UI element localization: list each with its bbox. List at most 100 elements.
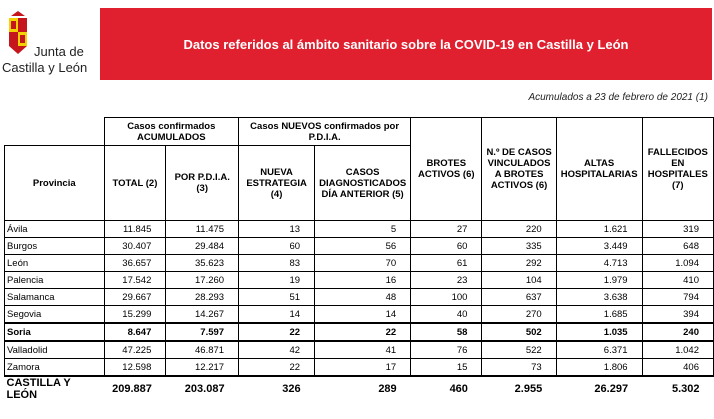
table-cell: Salamanca: [4, 288, 105, 306]
table-cell: 1.094: [641, 254, 714, 272]
table-cell: 637: [481, 288, 557, 306]
column-header: NUEVA ESTRATEGIA (4): [238, 145, 316, 221]
table-cell: Zamora: [4, 358, 105, 377]
table-cell: 29.667: [103, 288, 167, 306]
table-cell: 30.407: [103, 237, 167, 255]
table-cell: 61: [410, 254, 483, 272]
table-row: Zamora 12.598 12.217 22 17 15 73 1.806 406: [4, 358, 714, 377]
table-cell: 70: [314, 254, 412, 272]
table-row: Valladolid 47.225 46.871 42 41 76 522 6.371 1.04…: [4, 340, 714, 359]
table-cell: 4.713: [555, 254, 643, 272]
table-cell: 648: [641, 237, 714, 255]
table-cell: Ávila: [4, 220, 105, 238]
table-cell: 35.623: [165, 254, 240, 272]
table-row: Burgos 30.407 29.484 60 56 60 335 3.449 648: [4, 237, 714, 255]
table-cell: 319: [641, 220, 714, 238]
table-cell: 14: [314, 305, 412, 324]
table-cell: 1.685: [555, 305, 643, 324]
table-cell: Soria: [4, 322, 105, 342]
table-cell: 47.225: [103, 340, 167, 359]
table-row: Salamanca 29.667 28.293 51 48 100 637 3.638 794: [4, 288, 714, 306]
table-cell: 17.542: [103, 271, 167, 289]
table-cell: 12.217: [165, 358, 240, 377]
column-header: BROTES ACTIVOS (6): [410, 117, 483, 221]
table-cell: 12.598: [103, 358, 167, 377]
table-cell: 22: [314, 322, 412, 342]
table-cell: Burgos: [4, 237, 105, 255]
table-cell: 502: [481, 322, 557, 342]
total-cell: 326: [238, 375, 315, 401]
table-cell: 29.484: [165, 237, 240, 255]
table-cell: 3.449: [555, 237, 643, 255]
table-cell: 11.845: [103, 220, 167, 238]
table-cell: 104: [481, 271, 557, 289]
total-cell: 2.955: [481, 375, 557, 401]
table-row: Palencia 17.542 17.260 19 16 23 104 1.979 410: [4, 271, 714, 289]
group-header: Casos NUEVOS confirmados por P.D.I.A.: [238, 117, 412, 146]
header-row: Casos confirmados ACUMULADOS Casos NUEVOS…: [5, 117, 714, 221]
table-cell: 40: [410, 305, 483, 324]
table-cell: 8.647: [103, 322, 167, 342]
table-cell: 410: [641, 271, 714, 289]
table-cell: 15: [410, 358, 483, 377]
table-cell: 522: [481, 340, 557, 359]
table-cell: 28.293: [165, 288, 240, 306]
total-row: CASTILLA Y LEÓN 209.887 203.087 326 289 460 2.…: [4, 375, 714, 401]
table-cell: 42: [238, 340, 316, 359]
total-cell: 289: [314, 375, 411, 401]
column-header: ALTAS HOSPITALARIAS: [555, 117, 643, 221]
table-cell: 5: [314, 220, 412, 238]
table-cell: 240: [641, 322, 714, 342]
table-cell: León: [4, 254, 105, 272]
table-cell: 14.267: [165, 305, 240, 324]
table-row: Segovia 15.299 14.267 14 14 40 270 1.685 394: [4, 305, 714, 324]
table-cell: 11.475: [165, 220, 240, 238]
table-cell: Palencia: [4, 271, 105, 289]
column-header: FALLECIDOS EN HOSPITALES (7): [641, 117, 714, 221]
table-cell: 406: [641, 358, 714, 377]
logo: Junta de Castilla y León: [2, 10, 94, 80]
table-cell: 58: [410, 322, 483, 342]
logo-text: Castilla y León: [2, 60, 88, 75]
header-row: Provincia TOTAL (2) POR P.D.I.A. (3) NUEVA …: [4, 145, 714, 221]
table-cell: 23: [410, 271, 483, 289]
table-cell: 100: [410, 288, 483, 306]
header-banner: Datos referidos al ámbito sanitario sobr…: [100, 8, 712, 80]
table-cell: 22: [238, 358, 316, 377]
table-cell: 15.299: [103, 305, 167, 324]
data-table: Casos confirmados ACUMULADOS Casos NUEVOS…: [4, 117, 714, 401]
table-cell: 1.806: [555, 358, 643, 377]
total-cell: 26.297: [556, 375, 643, 401]
table-cell: 3.638: [555, 288, 643, 306]
table-cell: 41: [314, 340, 412, 359]
group-header: Casos confirmados ACUMULADOS: [103, 117, 240, 146]
table-cell: 27: [410, 220, 483, 238]
table-cell: 22: [238, 322, 316, 342]
subtitle: Acumulados a 23 de febrero de 2021 (1): [528, 92, 708, 103]
table-cell: 394: [641, 305, 714, 324]
table-row: Ávila 11.845 11.475 13 5 27 220 1.621 319: [4, 220, 714, 238]
table-cell: 17: [314, 358, 412, 377]
table-cell: 73: [481, 358, 557, 377]
table-cell: 19: [238, 271, 316, 289]
table-cell: 292: [481, 254, 557, 272]
column-header: Provincia: [4, 145, 105, 221]
table-cell: 36.657: [103, 254, 167, 272]
coat-of-arms: [9, 11, 27, 54]
title: Datos referidos al ámbito sanitario sobr…: [183, 36, 629, 52]
table-cell: 48: [314, 288, 412, 306]
table-cell: 16: [314, 271, 412, 289]
table-row: Soria 8.647 7.597 22 22 58 502 1.035 240: [4, 322, 714, 342]
column-header: POR P.D.I.A. (3): [165, 145, 240, 221]
table-cell: 56: [314, 237, 412, 255]
total-cell: 5.302: [642, 375, 714, 401]
total-cell: 460: [410, 375, 482, 401]
table-cell: 76: [410, 340, 483, 359]
column-header: N.º DE CASOS VINCULADOS A BROTES ACTIVOS…: [481, 117, 557, 221]
column-header: TOTAL (2): [103, 145, 167, 221]
column-header: CASOS DIAGNOSTICADOS DÍA ANTERIOR (5): [314, 145, 412, 221]
logo-text: Junta de: [34, 44, 84, 59]
table-cell: 46.871: [165, 340, 240, 359]
table-cell: 7.597: [165, 322, 240, 342]
